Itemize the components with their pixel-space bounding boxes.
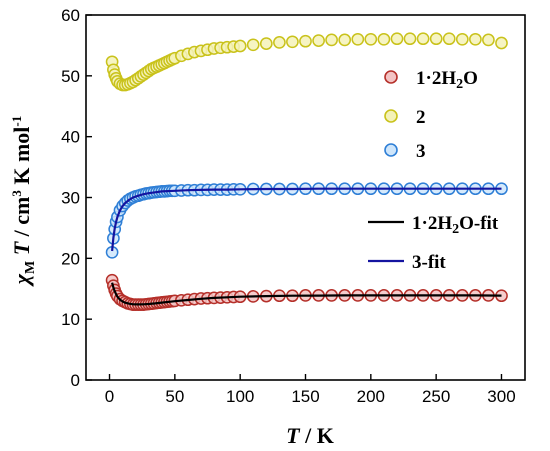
y-tick-label: 40 xyxy=(61,128,80,147)
series-1-point xyxy=(469,32,482,46)
series-1-point xyxy=(299,34,312,48)
y-tick-label: 0 xyxy=(71,371,80,390)
legend-label-1-2h2o-fit: 1·2H2O-fit xyxy=(412,213,499,237)
fit-layer xyxy=(111,187,502,306)
legend-item-2: 2 xyxy=(384,107,426,128)
x-tick-label: 300 xyxy=(487,387,515,406)
y-tick-label: 20 xyxy=(61,249,80,268)
legend-label-3: 3 xyxy=(416,141,426,162)
legend: 1·2H2O 2 3 1·2H2O-fit 3-fit xyxy=(368,68,499,273)
y-axis-label: χM T / cm3 K mol-1 xyxy=(9,116,38,288)
series-1-point xyxy=(351,32,365,46)
series-1-point xyxy=(286,35,299,49)
series-1-point xyxy=(495,36,508,50)
series-1-point xyxy=(390,32,404,46)
legend-item-3-fit: 3-fit xyxy=(368,252,446,273)
series-1-point xyxy=(364,32,378,46)
series-1-point xyxy=(442,32,456,46)
x-tick-label: 0 xyxy=(105,387,114,406)
series-1-point xyxy=(482,33,495,47)
legend-label-3-fit: 3-fit xyxy=(412,252,446,273)
y-tick-label: 60 xyxy=(61,6,80,25)
legend-item-1-2h2o-fit: 1·2H2O-fit xyxy=(368,213,499,237)
x-tick-label: 100 xyxy=(226,387,254,406)
series-4-line xyxy=(111,187,502,252)
y-tick-label: 30 xyxy=(61,189,80,208)
series-1-markers xyxy=(105,32,508,92)
series-1-point xyxy=(377,32,391,46)
series-1-point xyxy=(455,32,469,46)
series-1-point xyxy=(325,33,338,47)
legend-label-2: 2 xyxy=(416,107,426,128)
x-tick-label: 50 xyxy=(165,387,184,406)
series-0-markers xyxy=(105,273,508,311)
legend-item-3: 3 xyxy=(384,141,426,162)
legend-marker-1-2h2o xyxy=(384,70,398,84)
series-1-point xyxy=(403,32,417,46)
ticks-layer: 0 50 100 150 200 250 300 0 10 20 30 40 50 60 xyxy=(61,6,516,406)
x-tick-label: 250 xyxy=(422,387,450,406)
series-1-point xyxy=(312,34,325,47)
series-1-point xyxy=(233,39,247,53)
legend-item-1-2h2o: 1·2H2O xyxy=(384,68,478,92)
series-3-line xyxy=(111,282,502,306)
series-1-point xyxy=(273,36,286,49)
y-tick-label: 50 xyxy=(61,67,80,86)
series-1-point xyxy=(429,32,443,46)
series-1-point xyxy=(416,32,430,46)
y-tick-label: 10 xyxy=(61,310,80,329)
legend-marker-2 xyxy=(384,109,398,123)
legend-marker-3 xyxy=(384,143,398,157)
series-1-point xyxy=(246,38,260,52)
x-tick-label: 200 xyxy=(357,387,385,406)
x-tick-label: 150 xyxy=(291,387,319,406)
series-1-point xyxy=(259,37,273,50)
legend-label-1-2h2o: 1·2H2O xyxy=(416,68,478,92)
series-1-point xyxy=(338,33,352,47)
x-axis-label: T / K xyxy=(286,423,334,448)
